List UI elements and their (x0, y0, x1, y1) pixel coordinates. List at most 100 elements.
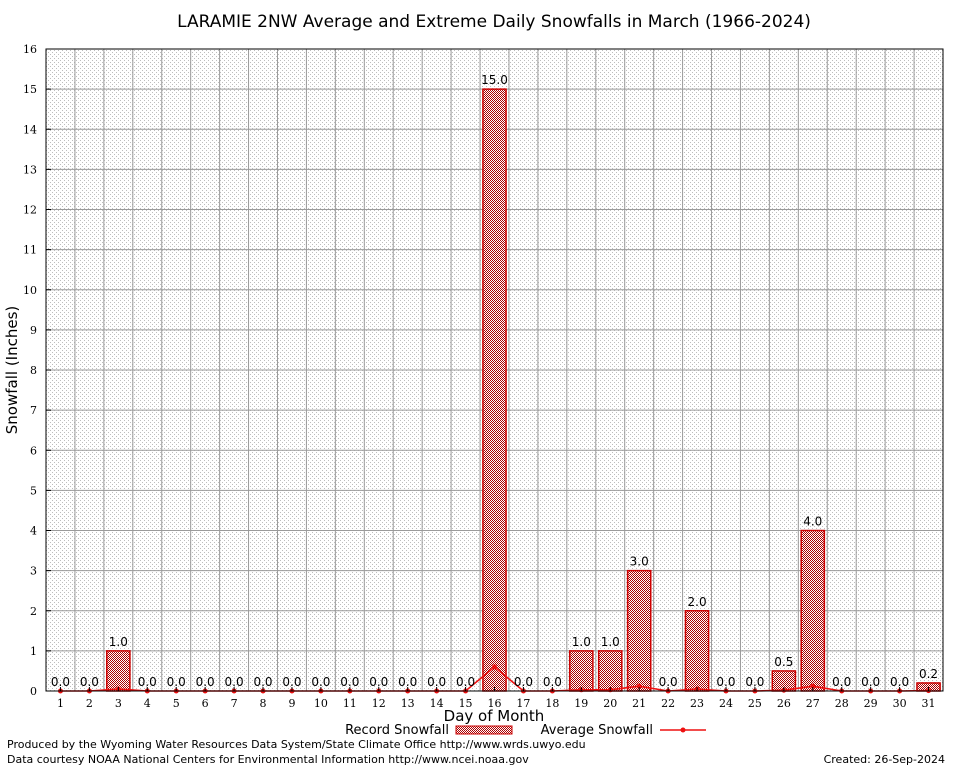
footer-created: Created: 26-Sep-2024 (824, 753, 945, 766)
y-tick-label: 8 (30, 364, 37, 377)
legend: Record Snowfall Average Snowfall (345, 723, 706, 738)
y-tick-label: 11 (23, 244, 37, 257)
x-tick-label: 25 (748, 697, 762, 710)
value-labels: 0.0 0.0 1.0 0.0 0.0 0.0 0.0 0.0 0.0 0.0 0.0 0.0 0.0 0… (51, 73, 938, 689)
x-tick-label: 8 (260, 697, 267, 710)
y-tick-label: 1 (30, 645, 37, 658)
record-value-label: 0.0 (861, 675, 880, 689)
record-value-label: 0.0 (282, 675, 301, 689)
y-tick-label: 10 (23, 284, 37, 297)
y-tick-label: 9 (30, 324, 37, 337)
record-value-label: 0.5 (774, 655, 793, 669)
record-value-label: 0.0 (253, 675, 272, 689)
y-tick-label: 14 (23, 123, 37, 136)
x-tick-label: 27 (806, 697, 820, 710)
x-tick-label: 13 (401, 697, 415, 710)
record-value-label: 0.0 (543, 675, 562, 689)
average-point (636, 683, 642, 689)
record-value-label: 0.0 (398, 675, 417, 689)
record-value-label: 2.0 (688, 595, 707, 609)
record-value-label: 0.0 (890, 675, 909, 689)
record-value-label: 4.0 (803, 515, 822, 529)
x-tick-label: 16 (488, 697, 502, 710)
record-bar (597, 650, 623, 692)
record-bar (482, 88, 507, 692)
record-value-label: 0.0 (514, 675, 533, 689)
record-value-label: 0.0 (340, 675, 359, 689)
record-value-label: 0.0 (51, 675, 70, 689)
y-tick-label: 15 (23, 83, 37, 96)
x-tick-label: 11 (343, 697, 357, 710)
x-tick-label: 15 (459, 697, 473, 710)
record-value-label: 0.0 (167, 675, 186, 689)
record-value-label: 15.0 (481, 73, 508, 87)
y-tick-label: 13 (23, 163, 37, 176)
chart-title: LARAMIE 2NW Average and Extreme Daily Sn… (177, 12, 811, 32)
record-bars (106, 88, 941, 692)
x-tick-label: 21 (632, 697, 646, 710)
x-tick-label: 12 (372, 697, 386, 710)
footer-produced-by: Produced by the Wyoming Water Resources … (7, 738, 586, 751)
record-bar (568, 650, 594, 692)
record-value-label: 0.0 (311, 675, 330, 689)
x-tick-label: 9 (288, 697, 295, 710)
legend-record-swatch (455, 725, 513, 735)
x-tick-label: 26 (777, 697, 791, 710)
record-value-label: 0.0 (427, 675, 446, 689)
y-tick-label: 16 (23, 43, 37, 56)
x-tick-label: 31 (922, 697, 936, 710)
x-tick-label: 28 (835, 697, 849, 710)
record-bar (106, 650, 131, 692)
average-point (492, 664, 497, 670)
y-tick-label: 7 (30, 404, 37, 417)
footer-data-courtesy: Data courtesy NOAA National Centers for … (7, 753, 529, 766)
y-tick-label: 12 (23, 204, 37, 217)
x-tick-label: 17 (516, 697, 530, 710)
x-tick-label: 7 (231, 697, 238, 710)
legend-average-label: Average Snowfall (541, 723, 653, 738)
x-tick-label: 14 (430, 697, 444, 710)
average-point (810, 683, 816, 689)
record-value-label: 0.0 (716, 675, 735, 689)
x-tick-label: 23 (690, 697, 704, 710)
x-axis-ticks: 1 2 3 4 5 6 7 8 9 10 11 12 13 14 15 16 17 18 19 20 21 22 23 24 2… (57, 687, 936, 710)
record-value-label: 1.0 (572, 635, 591, 649)
record-value-label: 0.2 (919, 667, 938, 681)
x-tick-label: 24 (719, 697, 733, 710)
x-tick-label: 5 (173, 697, 180, 710)
record-value-label: 0.0 (225, 675, 244, 689)
record-value-label: 0.0 (196, 675, 215, 689)
record-bar (800, 529, 826, 692)
legend-record-label: Record Snowfall (345, 723, 449, 738)
y-tick-label: 6 (30, 444, 37, 457)
y-tick-label: 2 (30, 605, 37, 618)
x-tick-label: 20 (603, 697, 617, 710)
x-tick-label: 19 (574, 697, 588, 710)
x-tick-label: 10 (314, 697, 328, 710)
x-tick-label: 1 (57, 697, 64, 710)
record-value-label: 0.0 (832, 675, 851, 689)
record-value-label: 3.0 (630, 555, 649, 569)
record-value-label: 0.0 (456, 675, 475, 689)
x-tick-label: 3 (115, 697, 122, 710)
record-value-label: 0.0 (80, 675, 99, 689)
record-value-label: 0.0 (369, 675, 388, 689)
record-value-label: 1.0 (109, 635, 128, 649)
x-tick-label: 4 (144, 697, 151, 710)
y-tick-label: 4 (30, 525, 37, 538)
x-tick-label: 29 (864, 697, 878, 710)
record-bar (626, 569, 652, 692)
x-tick-label: 6 (202, 697, 209, 710)
x-tick-label: 2 (86, 697, 93, 710)
legend-average-marker (680, 727, 686, 733)
record-value-label: 0.0 (745, 675, 764, 689)
record-value-label: 1.0 (601, 635, 620, 649)
record-bar (684, 610, 710, 692)
x-tick-label: 22 (661, 697, 675, 710)
y-tick-label: 5 (30, 484, 37, 497)
y-tick-label: 0 (30, 685, 37, 698)
x-tick-label: 18 (545, 697, 559, 710)
y-tick-label: 3 (30, 565, 37, 578)
